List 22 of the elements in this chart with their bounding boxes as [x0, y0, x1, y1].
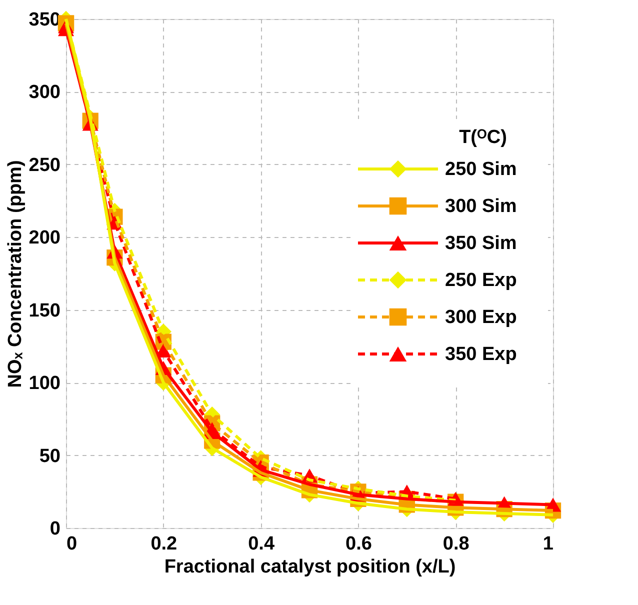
- y-tick-label: 150: [28, 300, 60, 322]
- x-tick-label: 0.2: [150, 534, 178, 554]
- x-tick-label: 0.6: [345, 534, 372, 554]
- y-tick-label: 250: [28, 154, 60, 176]
- x-axis-title: Fractional catalyst position (x/L): [164, 556, 456, 578]
- y-axis-title: NOₓ Concentration (ppm): [4, 160, 26, 388]
- x-tick-label: 1: [542, 534, 554, 554]
- legend-label: 250 Exp: [445, 270, 517, 291]
- y-tick-label: 0: [50, 518, 60, 540]
- legend-label: 300 Exp: [445, 307, 517, 328]
- x-tick-label: 0: [66, 534, 78, 554]
- x-tick-label: 0.4: [248, 534, 275, 554]
- legend-title: T(ᴼC): [459, 127, 507, 148]
- legend-label: 250 Sim: [445, 159, 517, 180]
- y-tick-label: 50: [39, 446, 60, 467]
- y-tick-label: 100: [28, 373, 60, 394]
- y-tick-label: 300: [28, 82, 60, 104]
- y-tick-label: 200: [28, 228, 60, 249]
- legend-label: 350 Exp: [445, 344, 517, 365]
- x-tick-label: 0.8: [442, 534, 470, 554]
- legend-label: 300 Sim: [445, 196, 517, 217]
- legend-label: 350 Sim: [445, 233, 517, 254]
